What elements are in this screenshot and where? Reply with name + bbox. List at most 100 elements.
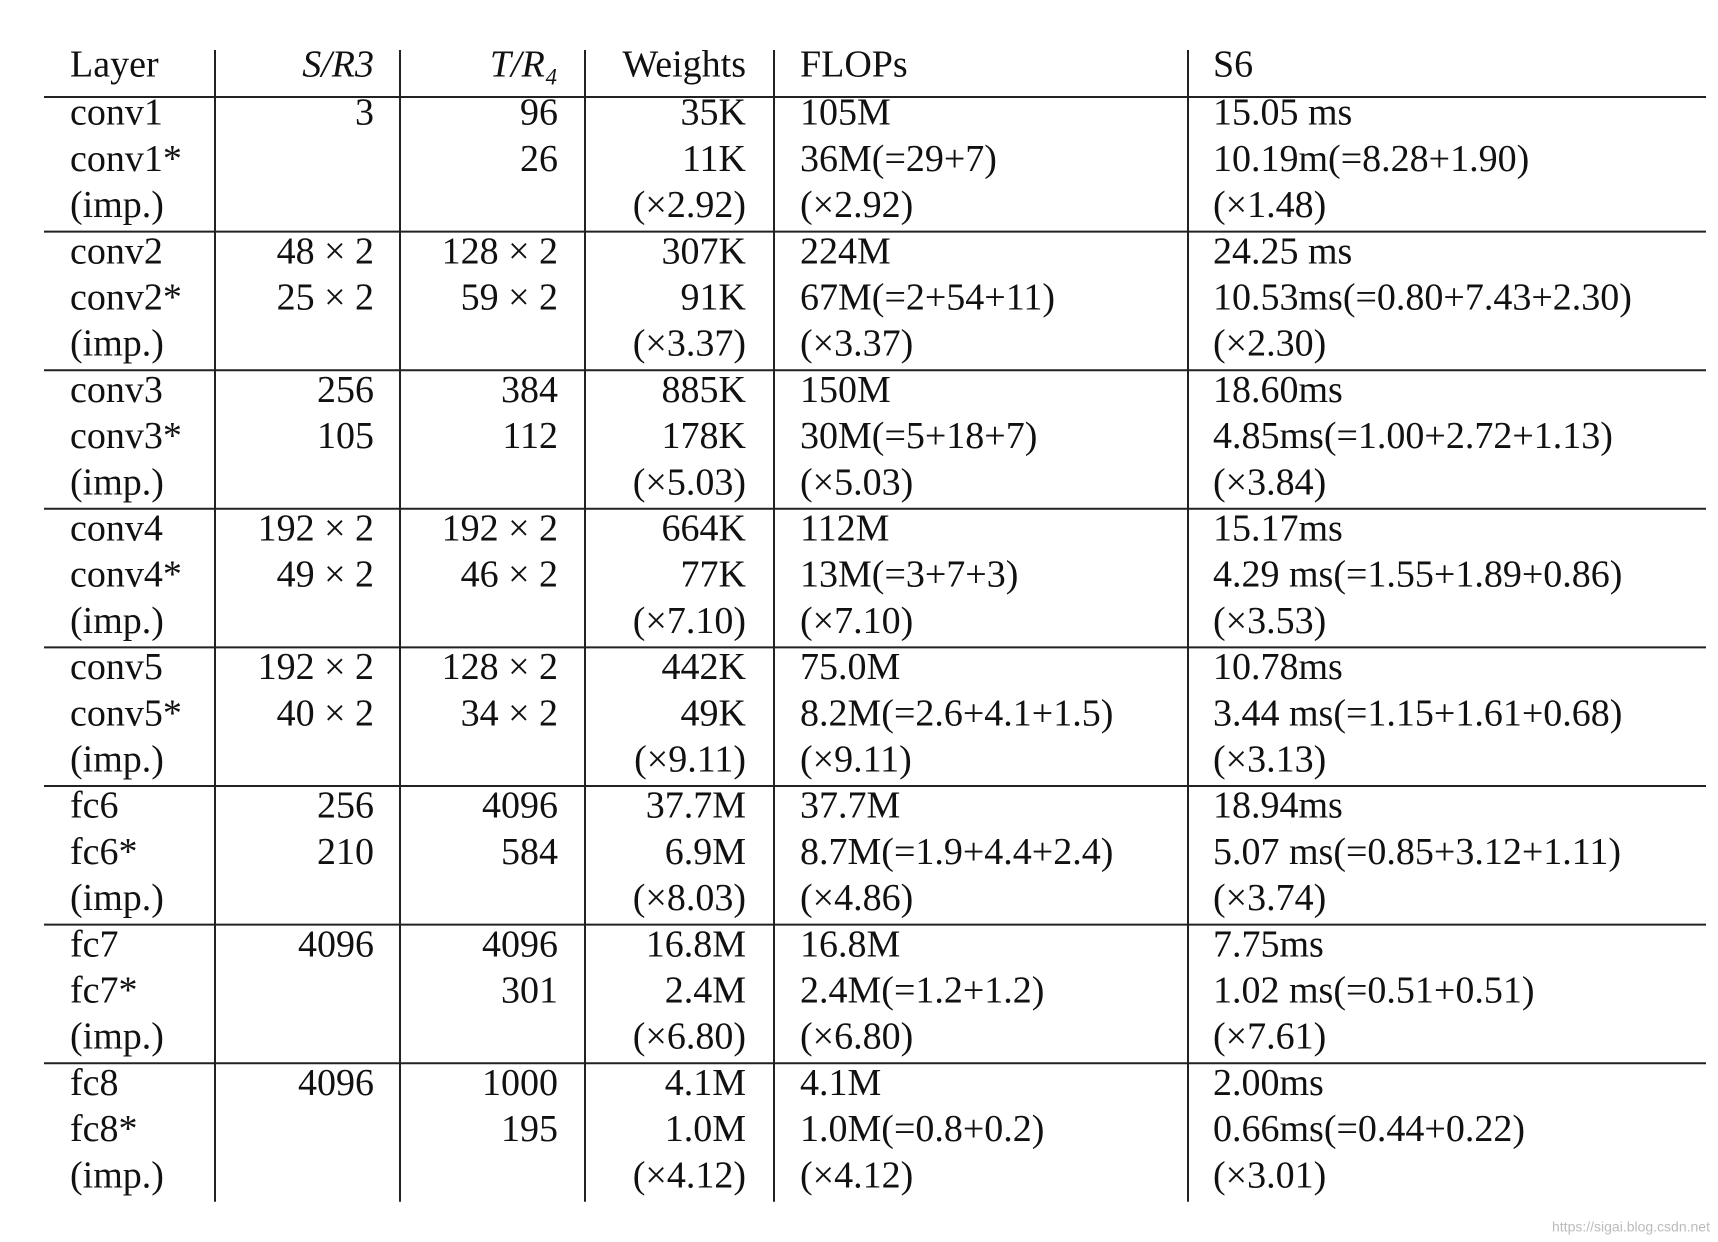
cell: (×8.03) <box>633 877 746 919</box>
cell: 1.0M(=0.8+0.2) <box>800 1108 1044 1150</box>
cell: 3 <box>355 92 374 134</box>
cell: 7.75ms <box>1213 923 1324 965</box>
cell: 3.44 ms(=1.15+1.61+0.68) <box>1213 692 1622 734</box>
cell: 256 <box>317 369 374 411</box>
cell: 584 <box>501 831 558 873</box>
cell: fc7* <box>70 970 138 1012</box>
cell: 2.4M <box>665 970 746 1012</box>
cell: 4.1M <box>800 1062 881 1104</box>
cell: conv5* <box>70 692 182 734</box>
cell: (×6.80) <box>633 1016 746 1058</box>
cell: 96 <box>520 92 558 134</box>
cell: (imp.) <box>70 739 164 781</box>
cell: 26 <box>520 138 558 180</box>
cell: 112M <box>800 508 889 550</box>
cell: 18.94ms <box>1213 785 1343 827</box>
cell: 15.05 ms <box>1213 92 1352 134</box>
cell: 16.8M <box>800 923 900 965</box>
cell: 256 <box>317 785 374 827</box>
header-cell: T/R₄ <box>490 44 558 86</box>
cell: 40 × 2 <box>277 692 374 734</box>
cell: 18.60ms <box>1213 369 1343 411</box>
cell: (×2.92) <box>800 184 913 226</box>
cell: 192 × 2 <box>442 508 558 550</box>
cell: 128 × 2 <box>442 230 558 272</box>
cell: 13M(=3+7+3) <box>800 554 1018 596</box>
cell: (imp.) <box>70 1016 164 1058</box>
cell: 8.7M(=1.9+4.4+2.4) <box>800 831 1113 873</box>
cell: 2.00ms <box>1213 1062 1324 1104</box>
cell: 6.9M <box>665 831 746 873</box>
cell: (×6.80) <box>800 1016 913 1058</box>
cell: 192 × 2 <box>258 646 374 688</box>
cell: 10.78ms <box>1213 646 1343 688</box>
cell: 91K <box>681 277 747 319</box>
cell: fc8 <box>70 1062 119 1104</box>
cell: 49 × 2 <box>277 554 374 596</box>
header-cell: Layer <box>70 44 159 86</box>
cell: 192 × 2 <box>258 508 374 550</box>
cell: 11K <box>682 138 747 180</box>
cell: 128 × 2 <box>442 646 558 688</box>
cell: 15.17ms <box>1213 508 1343 550</box>
cell: conv2 <box>70 230 163 272</box>
cell: 4096 <box>482 785 558 827</box>
cell: (×3.37) <box>800 323 913 365</box>
cell: 307K <box>662 230 747 272</box>
cell: 59 × 2 <box>461 277 558 319</box>
cell: conv1* <box>70 138 182 180</box>
cell: 195 <box>501 1108 558 1150</box>
cell: (×9.11) <box>634 739 746 781</box>
cell: 35K <box>681 92 747 134</box>
cell: 4.1M <box>665 1062 746 1104</box>
cell: (imp.) <box>70 323 164 365</box>
cell: 1.02 ms(=0.51+0.51) <box>1213 970 1535 1012</box>
cell: 224M <box>800 230 891 272</box>
cell: 105M <box>800 92 891 134</box>
cell: 1.0M <box>665 1108 746 1150</box>
cell: 4096 <box>482 923 558 965</box>
cell: (imp.) <box>70 600 164 642</box>
watermark: https://sigai.blog.csdn.net <box>1552 1219 1710 1235</box>
cell: conv3* <box>70 415 182 457</box>
cell: 48 × 2 <box>277 230 374 272</box>
cell: 30M(=5+18+7) <box>800 415 1037 457</box>
cell: 4.85ms(=1.00+2.72+1.13) <box>1213 415 1613 457</box>
cell: (×2.92) <box>633 184 746 226</box>
cell: 4096 <box>298 1062 374 1104</box>
cell: (×3.13) <box>1213 739 1326 781</box>
cell: 16.8M <box>646 923 746 965</box>
cell: 1000 <box>482 1062 558 1104</box>
cell: conv1 <box>70 92 163 134</box>
cell: 36M(=29+7) <box>800 138 997 180</box>
cell: 664K <box>662 508 747 550</box>
cell: 24.25 ms <box>1213 230 1352 272</box>
cell: 4.29 ms(=1.55+1.89+0.86) <box>1213 554 1622 596</box>
cell: 34 × 2 <box>461 692 558 734</box>
cell: fc6 <box>70 785 119 827</box>
cell: 384 <box>501 369 558 411</box>
cell: conv4 <box>70 508 163 550</box>
cell: (×3.37) <box>633 323 746 365</box>
header-cell: Weights <box>622 44 746 86</box>
header-cell: S6 <box>1213 44 1253 86</box>
cell: (×7.10) <box>633 600 746 642</box>
cell: (×7.10) <box>800 600 913 642</box>
cell: (×9.11) <box>800 739 912 781</box>
cell: (×3.53) <box>1213 600 1326 642</box>
cell: (imp.) <box>70 184 164 226</box>
cell: 105 <box>317 415 374 457</box>
cell: conv4* <box>70 554 182 596</box>
cell: fc7 <box>70 923 119 965</box>
cell: 46 × 2 <box>461 554 558 596</box>
cell: 10.53ms(=0.80+7.43+2.30) <box>1213 277 1632 319</box>
header-cell: FLOPs <box>800 44 908 86</box>
cell: 178K <box>662 415 747 457</box>
cell: 112 <box>502 415 558 457</box>
cell: 210 <box>317 831 374 873</box>
cell: (imp.) <box>70 1154 164 1196</box>
cell: (×4.12) <box>633 1154 746 1196</box>
cell: 67M(=2+54+11) <box>800 277 1055 319</box>
cell: 77K <box>681 554 747 596</box>
